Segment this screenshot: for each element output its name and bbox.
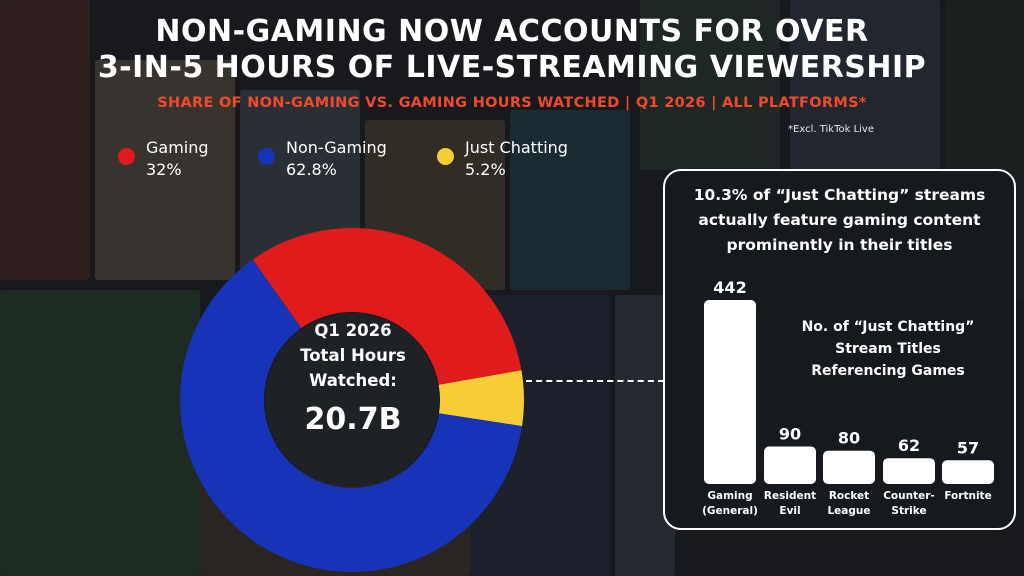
title-line-1: NON-GAMING NOW ACCOUNTS FOR OVER [155, 14, 869, 49]
bar-category-label: Gaming (General) [702, 490, 758, 517]
legend-label-non-gaming: Non-Gaming [286, 138, 387, 157]
donut-slice-gaming [252, 227, 522, 385]
donut-slice-just-chatting [438, 370, 524, 427]
panel-headline-line-1: 10.3% of “Just Chatting” streams [693, 186, 986, 204]
legend-value-gaming: 32% [146, 160, 182, 179]
bar-chart-title-line-2: Stream Titles [835, 341, 941, 357]
donut-center-total: 20.7B [304, 402, 402, 437]
donut-center-label: Q1 2026 Total Hours Watched: [268, 318, 438, 393]
bar-chart-title: No. of “Just Chatting” Stream Titles Ref… [773, 316, 1003, 382]
bar-category-label: Fortnite [944, 490, 991, 502]
bar-1 [704, 300, 756, 484]
legend-label-gaming: Gaming [146, 138, 209, 157]
bar-value-label: 57 [957, 438, 979, 457]
bar-4 [883, 458, 935, 484]
page-title: NON-GAMING NOW ACCOUNTS FOR OVER 3-IN-5 … [0, 14, 1024, 86]
donut-center-line-2: Total Hours [300, 346, 406, 365]
donut-center-line-3: Watched: [309, 371, 397, 390]
bar-value-label: 442 [713, 278, 746, 297]
bar-value-label: 80 [838, 429, 860, 448]
legend-swatch-non-gaming [258, 148, 275, 165]
panel-headline: 10.3% of “Just Chatting” streams actuall… [675, 183, 1004, 258]
subtitle: SHARE OF NON-GAMING VS. GAMING HOURS WAT… [157, 95, 867, 111]
footnote: *Excl. TikTok Live [788, 124, 874, 135]
bar-3 [823, 450, 875, 484]
legend-value-non-gaming: 62.8% [286, 160, 337, 179]
legend-swatch-gaming [118, 148, 135, 165]
bar-chart-title-line-1: No. of “Just Chatting” [801, 319, 975, 335]
bar-2 [764, 446, 816, 484]
bar-category-label: Resident Evil [764, 490, 816, 517]
legend-label-just-chatting: Just Chatting [465, 138, 568, 157]
just-chatting-panel: 10.3% of “Just Chatting” streams actuall… [663, 169, 1016, 530]
legend-value-just-chatting: 5.2% [465, 160, 506, 179]
title-line-2: 3-IN-5 HOURS OF LIVE-STREAMING VIEWERSHI… [97, 50, 927, 85]
bar-5 [942, 460, 994, 484]
dashed-connector [526, 380, 664, 382]
panel-headline-line-2: actually feature gaming content [698, 211, 981, 229]
donut-slice-non-gaming [179, 259, 523, 572]
legend-swatch-just-chatting [437, 148, 454, 165]
panel-headline-line-3: prominently in their titles [726, 236, 953, 254]
donut-hole [265, 313, 439, 487]
donut-center-line-1: Q1 2026 [314, 321, 392, 340]
bar-category-label: Rocket League [827, 490, 870, 517]
bar-chart: 442 Gaming (General) 90 Resident Evil 80 Rocket… [702, 278, 994, 517]
bar-value-label: 90 [779, 425, 801, 444]
bar-category-label: Counter-Strike [883, 490, 935, 517]
bar-chart-title-line-3: Referencing Games [811, 363, 965, 379]
bar-value-label: 62 [898, 436, 920, 455]
